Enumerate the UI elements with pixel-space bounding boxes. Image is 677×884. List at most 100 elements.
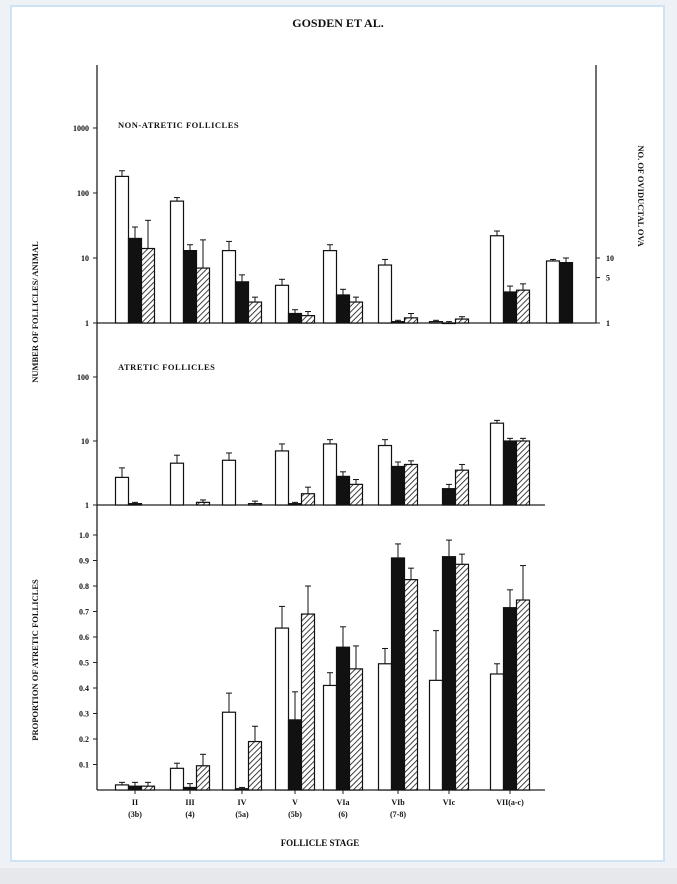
bar-open	[428, 679, 444, 791]
bar-hatched	[348, 483, 364, 506]
bar-solid	[287, 503, 303, 506]
bar-open	[114, 476, 130, 506]
x-tick-label: IV	[238, 798, 247, 807]
x-tick-label: V	[292, 798, 298, 807]
bar-open	[322, 249, 338, 324]
bar-open	[114, 784, 130, 791]
bar-solid	[127, 503, 143, 506]
y-tick-label: 1000	[73, 124, 89, 133]
y-tick-label: 0.5	[79, 659, 89, 668]
bar-open	[274, 284, 290, 324]
bar-open	[377, 663, 393, 791]
bar-hatched	[300, 613, 316, 791]
bar-open	[274, 627, 290, 791]
bar-hatched	[300, 493, 316, 506]
x-tick-sublabel: (7-8)	[390, 810, 406, 819]
bar-hatched	[140, 247, 156, 324]
bar-open	[377, 264, 393, 324]
bar-open	[274, 450, 290, 506]
bar-solid	[390, 465, 406, 506]
y-axis-label-count: NUMBER OF FOLLICLES/ ANIMAL	[30, 241, 40, 383]
bar-open	[322, 443, 338, 506]
bar-solid	[335, 475, 351, 506]
x-tick-sublabel: (4)	[185, 810, 195, 819]
y-tick-label: 0.4	[79, 684, 89, 693]
bar-open	[221, 459, 237, 506]
bar-open	[545, 260, 561, 324]
bar-hatched	[247, 503, 263, 506]
bar-hatched	[454, 469, 470, 506]
bar-hatched	[300, 314, 316, 324]
bar-hatched	[454, 563, 470, 791]
y-tick-label: 0.6	[79, 633, 89, 642]
y-tick-label: 0.3	[79, 710, 89, 719]
bottom-strip	[0, 868, 677, 884]
bar-solid	[335, 646, 351, 791]
panel-annotation-atretic: ATRETIC FOLLICLES	[118, 362, 215, 372]
y-tick-label: 10	[81, 437, 89, 446]
bar-solid	[441, 322, 457, 325]
x-tick-label: VIc	[443, 798, 456, 807]
x-tick-sublabel: (6)	[338, 810, 348, 819]
bar-hatched	[403, 317, 419, 324]
bar-hatched	[403, 579, 419, 791]
y-tick-label: 0.1	[79, 761, 89, 770]
bar-solid	[287, 719, 303, 791]
bar-open	[322, 684, 338, 791]
x-tick-label: III	[185, 798, 194, 807]
bar-solid	[234, 281, 250, 324]
bar-solid	[182, 786, 198, 791]
y-tick-label: 1	[85, 501, 89, 510]
bar-solid	[502, 607, 518, 791]
x-axis-label: FOLLICLE STAGE	[281, 838, 360, 848]
bar-hatched	[515, 440, 531, 506]
bar-hatched	[140, 785, 156, 791]
x-tick-label: VIa	[337, 798, 350, 807]
bar-solid	[127, 237, 143, 324]
bar-solid	[558, 261, 574, 324]
y-tick-label: 0.7	[79, 608, 89, 617]
right-y-tick-label: 5	[606, 274, 610, 283]
bar-open	[377, 444, 393, 506]
y-tick-label: 1.0	[79, 531, 89, 540]
bar-open	[428, 321, 444, 324]
bar-hatched	[195, 501, 211, 506]
bar-solid	[127, 785, 143, 791]
bar-hatched	[403, 463, 419, 506]
x-tick-sublabel: (5b)	[288, 810, 302, 819]
bar-hatched	[247, 301, 263, 324]
y-axis-label-ova: NO. OF OVIDUCTAL OVA	[636, 145, 646, 247]
bar-open	[489, 422, 505, 506]
bar-solid	[390, 557, 406, 791]
bar-open	[221, 711, 237, 791]
y-tick-label: 100	[77, 189, 89, 198]
bar-solid	[335, 294, 351, 324]
y-tick-label: 10	[81, 254, 89, 263]
y-tick-label: 1	[85, 319, 89, 328]
bar-hatched	[515, 289, 531, 324]
bar-open	[169, 200, 185, 324]
bar-open	[114, 175, 130, 324]
bar-solid	[441, 556, 457, 791]
bar-open	[169, 462, 185, 506]
panel-annotation-non-atretic: NON-ATRETIC FOLLICLES	[118, 120, 239, 130]
bar-open	[169, 767, 185, 791]
bar-open	[221, 249, 237, 324]
y-tick-label: 100	[77, 373, 89, 382]
bar-hatched	[195, 765, 211, 791]
bar-open	[489, 673, 505, 791]
bar-solid	[287, 312, 303, 324]
bar-hatched	[195, 267, 211, 324]
y-tick-label: 0.2	[79, 735, 89, 744]
bar-solid	[502, 440, 518, 506]
x-tick-sublabel: (5a)	[235, 810, 249, 819]
bar-solid	[234, 788, 250, 791]
y-tick-label: 0.8	[79, 582, 89, 591]
bar-solid	[182, 249, 198, 324]
right-y-tick-label: 10	[606, 254, 614, 263]
bar-hatched	[454, 318, 470, 324]
y-axis-label-proportion: PROPORTION OF ATRETIC FOLLICLES	[30, 579, 40, 741]
bar-hatched	[247, 740, 263, 791]
right-y-tick-label: 1	[606, 319, 610, 328]
